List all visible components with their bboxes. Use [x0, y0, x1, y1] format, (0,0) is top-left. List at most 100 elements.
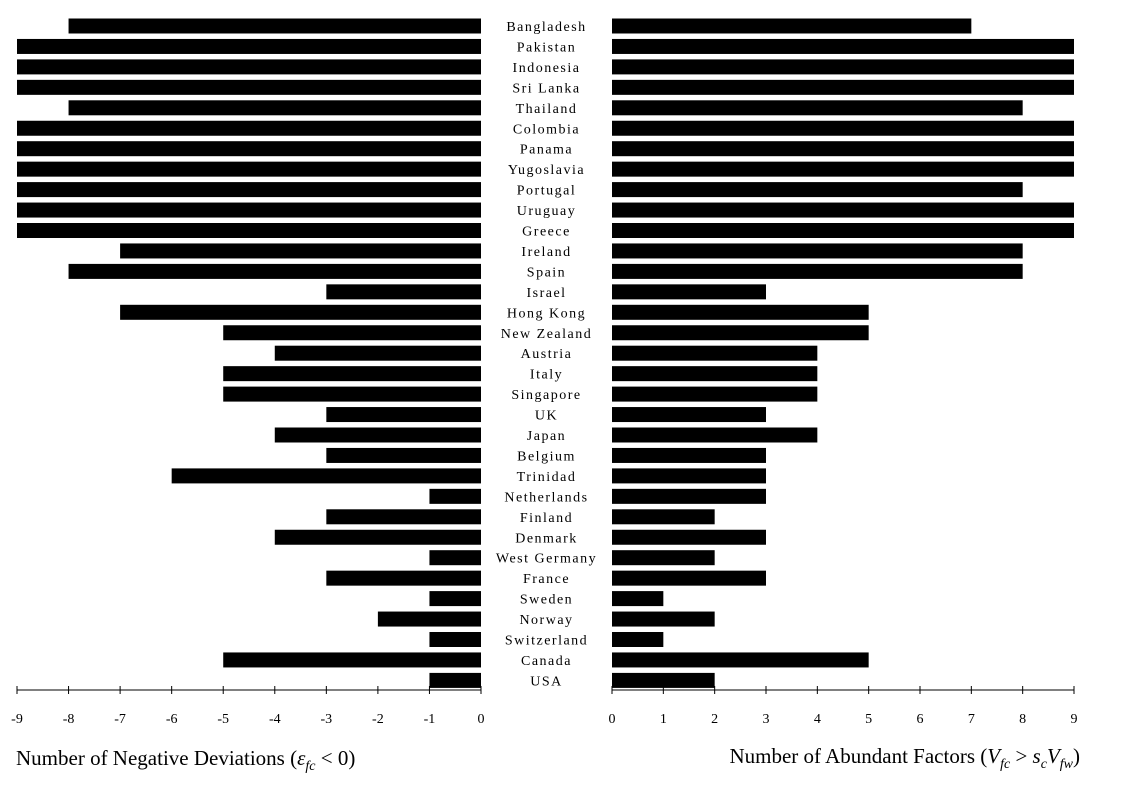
left-axis-title-sub: fc — [305, 759, 316, 774]
left-bar-italy — [223, 366, 481, 382]
country-label-panama: Panama — [520, 143, 573, 158]
right-bar-japan — [612, 427, 818, 443]
right-bar-canada — [612, 652, 869, 668]
left-bar-spain — [68, 263, 482, 279]
left-bar-colombia — [17, 120, 481, 136]
country-label-thailand: Thailand — [516, 102, 578, 117]
country-label-netherlands: Netherlands — [504, 490, 588, 505]
country-label-portugal: Portugal — [517, 184, 576, 199]
country-label-spain: Spain — [527, 265, 566, 280]
left-bar-pakistan — [17, 38, 481, 54]
right-tick-label-5: 5 — [865, 712, 872, 727]
right-axis-title-sub2: c — [1041, 757, 1048, 772]
country-label-finland: Finland — [520, 511, 573, 526]
left-bar-greece — [17, 223, 481, 238]
right-axis-title-v2: V — [1047, 744, 1062, 768]
right-bar-west-germany — [612, 550, 715, 566]
left-bar-yugoslavia — [17, 161, 481, 177]
country-label-belgium: Belgium — [517, 449, 576, 464]
right-bar-norway — [612, 611, 715, 627]
right-axis-title-sub3: fw — [1060, 757, 1074, 772]
right-bar-trinidad — [612, 468, 766, 484]
left-bar-canada — [223, 652, 481, 668]
right-axis: 0 1 2 3 4 5 6 7 8 9 — [609, 686, 1078, 727]
country-label-indonesia: Indonesia — [513, 61, 581, 76]
left-bar-israel — [326, 284, 481, 300]
country-label-sweden: Sweden — [520, 593, 573, 608]
country-labels: Bangladesh Pakistan Indonesia Sri Lanka Thai… — [496, 20, 597, 689]
right-tick-label-1: 1 — [660, 712, 667, 727]
right-bar-france — [612, 570, 766, 586]
right-bar-uruguay — [612, 202, 1074, 218]
country-label-canada: Canada — [521, 654, 572, 669]
left-tick-label-0: -9 — [11, 712, 23, 727]
country-label-colombia: Colombia — [513, 122, 580, 137]
right-bar-switzerland — [612, 632, 664, 647]
country-label-uk: UK — [535, 409, 558, 424]
right-bar-belgium — [612, 447, 766, 463]
country-label-trinidad: Trinidad — [517, 470, 577, 485]
right-tick-label-6: 6 — [917, 712, 924, 727]
country-label-italy: Italy — [530, 368, 563, 383]
country-label-yugoslavia: Yugoslavia — [508, 163, 585, 178]
right-bar-thailand — [612, 100, 1023, 116]
left-bar-sweden — [429, 591, 481, 607]
left-bar-france — [326, 570, 481, 586]
right-bar-uk — [612, 407, 766, 423]
left-bar-austria — [274, 345, 481, 361]
right-bar-hong-kong — [612, 304, 869, 320]
left-bars — [17, 18, 482, 688]
country-label-west-germany: West Germany — [496, 552, 597, 567]
country-label-new-zealand: New Zealand — [501, 327, 593, 342]
right-bar-italy — [612, 366, 818, 382]
right-bar-israel — [612, 284, 766, 300]
left-bar-indonesia — [17, 59, 481, 75]
right-bar-yugoslavia — [612, 161, 1074, 177]
left-bar-thailand — [68, 100, 482, 116]
country-label-singapore: Singapore — [511, 388, 581, 403]
right-tick-label-8: 8 — [1019, 712, 1026, 727]
country-label-switzerland: Switzerland — [505, 634, 588, 649]
right-bar-bangladesh — [612, 18, 972, 34]
left-tick-label-8: -1 — [424, 712, 436, 727]
left-bar-usa — [429, 672, 481, 688]
left-tick-label-9: 0 — [478, 712, 485, 727]
country-label-bangladesh: Bangladesh — [506, 20, 586, 35]
right-bar-denmark — [612, 529, 766, 545]
right-bar-spain — [612, 263, 1023, 279]
country-label-hong-kong: Hong Kong — [507, 306, 586, 321]
right-bar-new-zealand — [612, 325, 869, 341]
country-label-sri-lanka: Sri Lanka — [512, 81, 580, 96]
right-axis-title-v1: V — [987, 744, 1002, 768]
country-label-israel: Israel — [526, 286, 566, 301]
right-bar-singapore — [612, 386, 818, 402]
left-bar-switzerland — [429, 632, 481, 647]
country-label-denmark: Denmark — [515, 531, 578, 546]
left-bar-norway — [377, 611, 481, 627]
left-bar-portugal — [17, 182, 481, 198]
right-bar-pakistan — [612, 38, 1074, 54]
left-tick-label-5: -4 — [269, 712, 281, 727]
country-label-uruguay: Uruguay — [517, 204, 577, 219]
left-axis-title: Number of Negative Deviations (εfc < 0) — [16, 746, 355, 774]
right-tick-label-7: 7 — [968, 712, 975, 727]
right-bar-colombia — [612, 120, 1074, 136]
right-axis-title-sub1: fc — [1000, 757, 1011, 772]
right-bar-portugal — [612, 182, 1023, 198]
right-bar-usa — [612, 672, 715, 688]
right-tick-label-4: 4 — [814, 712, 821, 727]
country-label-austria: Austria — [521, 347, 573, 362]
right-bar-sri-lanka — [612, 79, 1074, 95]
right-tick-label-2: 2 — [711, 712, 718, 727]
left-tick-label-4: -5 — [217, 712, 229, 727]
left-bar-west-germany — [429, 550, 481, 566]
left-bar-uk — [326, 407, 481, 423]
country-label-france: France — [523, 572, 570, 587]
left-bar-hong-kong — [120, 304, 481, 320]
country-label-pakistan: Pakistan — [517, 40, 576, 55]
left-bar-uruguay — [17, 202, 481, 218]
right-axis-title-tail: ) — [1073, 744, 1080, 768]
left-axis-title-tail: < 0) — [315, 746, 355, 770]
left-bar-bangladesh — [68, 18, 482, 34]
